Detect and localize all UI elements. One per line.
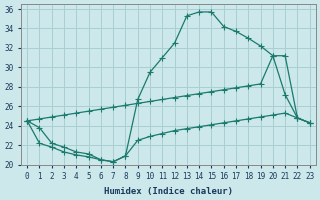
X-axis label: Humidex (Indice chaleur): Humidex (Indice chaleur) (104, 187, 233, 196)
